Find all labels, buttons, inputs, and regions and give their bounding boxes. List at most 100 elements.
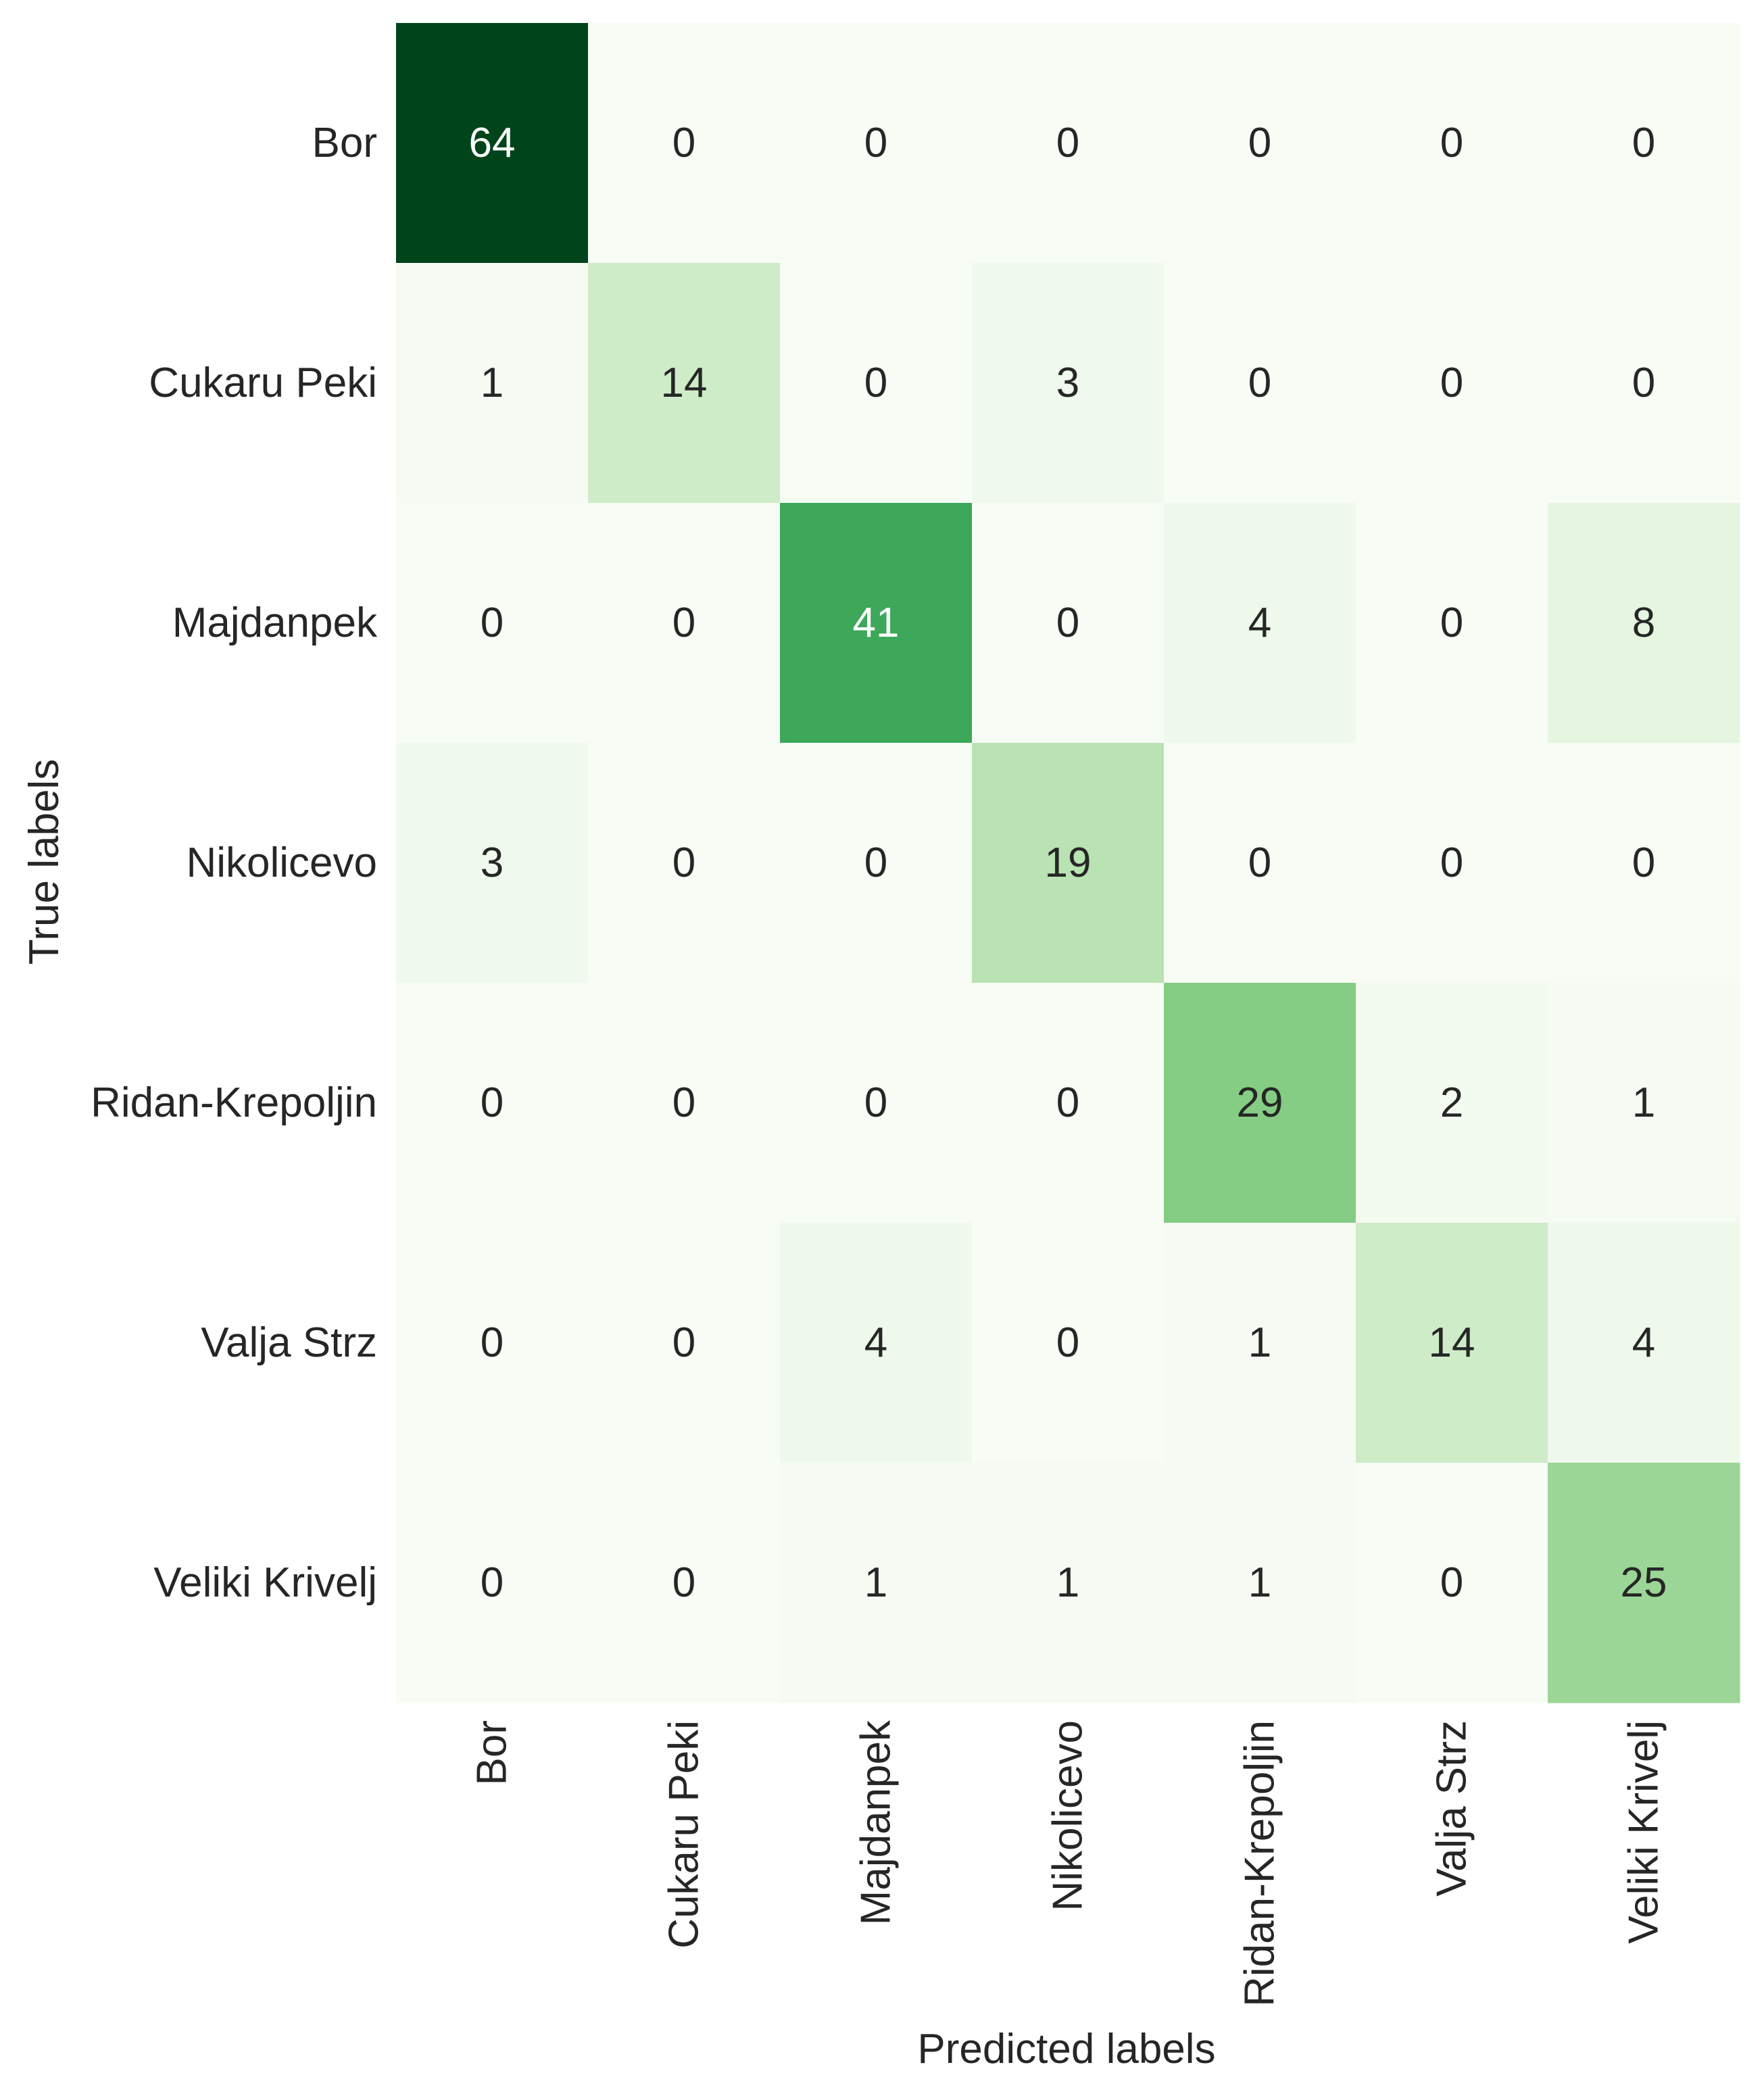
- heatmap-cell-rect: [1356, 983, 1548, 1223]
- x-tick-label: Valja Strz: [1429, 1720, 1475, 1897]
- heatmap-cell-value: 4: [864, 1319, 887, 1366]
- heatmap-cell-value: 0: [1440, 600, 1463, 646]
- heatmap-cell: 0: [588, 503, 781, 744]
- heatmap-cell-rect: [1164, 263, 1356, 504]
- heatmap-cell: 0: [1548, 23, 1740, 264]
- y-axis-title: True labels: [21, 759, 68, 965]
- heatmap-cell: 14: [588, 263, 781, 504]
- heatmap-cell: 0: [396, 1463, 589, 1703]
- heatmap-cell-value: 0: [1248, 360, 1271, 406]
- heatmap-cell: 0: [588, 743, 781, 983]
- heatmap-cell-rect: [972, 503, 1165, 744]
- heatmap-cell-rect: [780, 1223, 973, 1463]
- heatmap-cell-value: 0: [1440, 1559, 1463, 1606]
- heatmap-cell-rect: [396, 743, 589, 983]
- heatmap-cell: 14: [1356, 1223, 1548, 1463]
- heatmap-cell-rect: [1356, 743, 1548, 983]
- heatmap-cell-value: 0: [672, 120, 695, 166]
- heatmap-cell-value: 1: [864, 1559, 887, 1606]
- heatmap-cell-value: 0: [481, 1079, 504, 1126]
- heatmap-cell-rect: [588, 503, 781, 744]
- heatmap-cell-rect: [1548, 23, 1740, 264]
- heatmap-cell-value: 8: [1632, 600, 1655, 646]
- heatmap-cell-rect: [396, 263, 589, 504]
- x-tick-label: Ridan-Krepoljin: [1237, 1720, 1283, 2007]
- heatmap-cell-value: 0: [1056, 1319, 1079, 1366]
- heatmap-cell-value: 0: [1440, 120, 1463, 166]
- heatmap-cell-value: 29: [1237, 1079, 1283, 1126]
- heatmap-cell-value: 0: [1056, 120, 1079, 166]
- heatmap-cell: 4: [780, 1223, 973, 1463]
- heatmap-cell-value: 0: [672, 1079, 695, 1126]
- heatmap-cell-value: 0: [1632, 120, 1655, 166]
- heatmap-cell-value: 4: [1632, 1319, 1655, 1366]
- heatmap-cell-rect: [780, 743, 973, 983]
- heatmap-cell-value: 0: [1440, 360, 1463, 406]
- x-tick-label: Nikolicevo: [1045, 1720, 1092, 1912]
- heatmap-cell-value: 0: [672, 600, 695, 646]
- heatmap-cell-value: 1: [1248, 1559, 1271, 1606]
- y-tick-label: Cukaru Peki: [149, 360, 377, 406]
- heatmap-cell-value: 1: [1248, 1319, 1271, 1366]
- heatmap-cell: 0: [780, 743, 973, 983]
- heatmap-cell-value: 3: [1056, 360, 1079, 406]
- heatmap-cell-rect: [396, 1463, 589, 1703]
- heatmap-cell: 0: [588, 983, 781, 1223]
- heatmap-cell-rect: [780, 503, 973, 744]
- x-tick-labels: Bor Cukaru Peki Majdanpek Nikolicevo Ridan-K…: [469, 1720, 1667, 2007]
- heatmap-cell: 0: [588, 1463, 781, 1703]
- heatmap-cell-value: 3: [481, 840, 504, 886]
- heatmap-cell-value: 19: [1045, 840, 1092, 886]
- heatmap-cell-rect: [1548, 1463, 1740, 1703]
- heatmap-cell-rect: [1164, 983, 1356, 1223]
- heatmap-cell-rect: [780, 263, 973, 504]
- heatmap-cell-value: 0: [481, 600, 504, 646]
- heatmap-cell-rect: [396, 983, 589, 1223]
- heatmap-cell-rect: [588, 1223, 781, 1463]
- heatmap-cell: 0: [396, 1223, 589, 1463]
- heatmap-cell-value: 0: [1056, 600, 1079, 646]
- heatmap-cell-rect: [972, 23, 1165, 264]
- heatmap-cell: 0: [972, 503, 1165, 744]
- heatmap-cell-value: 0: [1248, 120, 1271, 166]
- heatmap-cell-value: 0: [864, 1079, 887, 1126]
- heatmap-cell-rect: [972, 743, 1165, 983]
- heatmap-cell: 0: [972, 23, 1165, 264]
- heatmap-cell: 0: [1164, 263, 1356, 504]
- heatmap-cell-rect: [1164, 503, 1356, 744]
- heatmap-cell: 0: [1356, 263, 1548, 504]
- heatmap-cell-rect: [780, 983, 973, 1223]
- heatmap-cell-value: 0: [1632, 840, 1655, 886]
- heatmap-cell: 4: [1548, 1223, 1740, 1463]
- heatmap-cell-value: 14: [1429, 1319, 1475, 1366]
- heatmap-cell: 0: [1548, 263, 1740, 504]
- heatmap-cell-rect: [1356, 23, 1548, 264]
- heatmap-cell-value: 41: [853, 600, 900, 646]
- heatmap-cell: 64: [396, 23, 589, 264]
- heatmap-cell-value: 25: [1621, 1559, 1667, 1606]
- heatmap-cell-value: 0: [672, 1559, 695, 1606]
- heatmap-cell: 0: [780, 263, 973, 504]
- heatmap-cell-rect: [1548, 1223, 1740, 1463]
- heatmap-cell: 0: [1356, 23, 1548, 264]
- x-tick-label: Cukaru Peki: [661, 1720, 708, 1949]
- y-tick-label: Majdanpek: [172, 600, 378, 646]
- heatmap-cell: 0: [588, 23, 781, 264]
- y-tick-label: Valja Strz: [201, 1319, 377, 1366]
- heatmap-cell-rect: [1548, 983, 1740, 1223]
- heatmap-cell-value: 1: [1632, 1079, 1655, 1126]
- heatmap-cell: 3: [396, 743, 589, 983]
- y-tick-label: Nikolicevo: [186, 840, 377, 886]
- heatmap-cell-rect: [396, 23, 589, 264]
- heatmap-cells: 64 0 0 0 0 0 01 14 0 3 0 0 00 0 41 0 4 0 83 0 0 19 0 0 00 0 0 0 29 2 1…: [396, 23, 1740, 1703]
- heatmap-cell-rect: [972, 1463, 1165, 1703]
- heatmap-cell: 0: [396, 503, 589, 744]
- heatmap-cell-value: 2: [1440, 1079, 1463, 1126]
- heatmap-cell: 1: [1164, 1223, 1356, 1463]
- heatmap-cell-value: 0: [1440, 840, 1463, 886]
- heatmap-cell-rect: [588, 263, 781, 504]
- heatmap-cell-value: 0: [672, 840, 695, 886]
- heatmap-cell: 0: [1356, 1463, 1548, 1703]
